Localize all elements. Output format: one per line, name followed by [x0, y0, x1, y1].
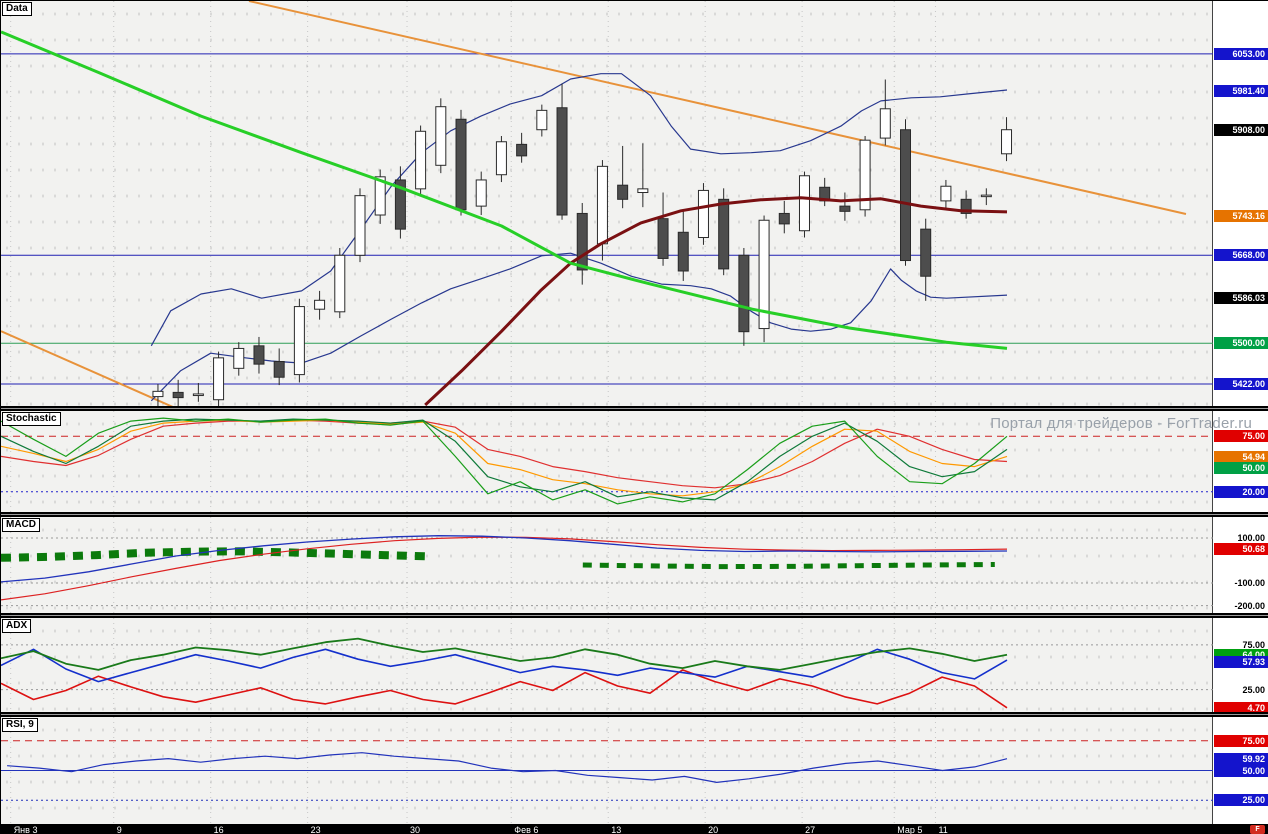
- macd-axis-tag: -200.00: [1234, 600, 1265, 611]
- date-label: Янв 3: [13, 825, 38, 834]
- date-label: Мар 5: [897, 825, 923, 834]
- date-label: 16: [213, 825, 224, 834]
- rsi-axis-tag: 75.00: [1214, 734, 1268, 747]
- stoch-green-line: [1, 417, 1008, 505]
- adx-green-line: [1, 637, 1008, 671]
- rsi-axis-tag: 25.00: [1214, 794, 1268, 807]
- date-label: 9: [116, 825, 122, 834]
- rsi-axis-tag: 59.92: [1214, 752, 1268, 765]
- stochastic-axis-tag: 50.00: [1214, 461, 1268, 474]
- panel-macd: MACD: [1, 517, 1213, 613]
- panel-label-adx: ADX: [2, 619, 32, 633]
- date-label: 11: [938, 825, 948, 834]
- main-axis-tag: 6053.00: [1214, 47, 1268, 60]
- rsi-line: [7, 752, 1008, 784]
- stochastic-axis-tag: 20.00: [1214, 485, 1268, 498]
- grid-lines: [10, 618, 936, 712]
- date-label: 27: [805, 825, 816, 834]
- macd-plot[interactable]: [1, 517, 1213, 613]
- adx-plus-di-blue-line: [1, 648, 1008, 683]
- macd-histogram-early: [1, 547, 432, 562]
- bollinger-upper-line: [150, 73, 1008, 347]
- panel-resize-separator[interactable]: [1, 712, 1268, 717]
- main-plot-svg: [1, 1, 1213, 406]
- stochastic-plot-svg: [1, 411, 1213, 512]
- adx-plot-svg: [1, 618, 1213, 712]
- bollinger-lower-line: [150, 252, 1008, 402]
- main-axis-tag: 5908.00: [1214, 123, 1268, 136]
- panel-resize-separator[interactable]: [1, 406, 1268, 411]
- macd-axis-tag: 100.00: [1237, 532, 1265, 543]
- panel-resize-separator[interactable]: [1, 613, 1268, 618]
- date-label: 20: [708, 825, 719, 834]
- date-label: 13: [611, 825, 622, 834]
- main-axis-tag: 5743.16: [1214, 209, 1268, 222]
- stoch-darkgreen-line: [1, 418, 1008, 501]
- date-label: Фев 6: [514, 825, 539, 834]
- macd-signal-red-line: [1, 536, 1008, 601]
- grid-lines: [10, 517, 936, 613]
- fortrader-logo-icon: F: [1250, 825, 1265, 834]
- adx-axis-tag: 57.93: [1214, 655, 1268, 668]
- stochastic-axis-tag: 54.94: [1214, 450, 1268, 463]
- stochastic-axis-tag: 75.00: [1214, 430, 1268, 443]
- date-axis: F Янв 3 9 16 23 30 Фев 6 13 20 27 Мар 5 11: [1, 824, 1268, 834]
- panel-main: Data: [1, 1, 1213, 406]
- trendline: [248, 1, 1187, 215]
- rsi-plot-svg: [1, 717, 1213, 824]
- watermark: Портал для трейдеров - ForTrader.ru: [990, 415, 1252, 432]
- macd-plot-svg: [1, 517, 1213, 613]
- trendline: [1, 330, 174, 406]
- adx-axis-tag: 75.00: [1242, 639, 1265, 650]
- ma-green-line: [1, 30, 1008, 350]
- candlestick-series: [152, 79, 1013, 406]
- stoch-orange-line: [1, 419, 1008, 497]
- panel-label-macd: MACD: [2, 518, 40, 532]
- macd-axis-tag: -100.00: [1234, 578, 1265, 589]
- right-gutter[interactable]: 6053.00 5981.40 5908.00 5743.16 5668.00 5586.…: [1213, 1, 1268, 824]
- adx-plot[interactable]: [1, 618, 1213, 712]
- stoch-red-line: [1, 419, 1008, 489]
- panel-adx: ADX: [1, 618, 1213, 712]
- adx-minus-di-red-line: [1, 669, 1008, 709]
- date-label: 30: [410, 825, 421, 834]
- panel-label-stochastic: Stochastic: [2, 412, 61, 426]
- macd-axis-tag: 50.68: [1214, 543, 1268, 556]
- main-price-plot[interactable]: [1, 1, 1213, 406]
- rsi-axis-tag: 50.00: [1214, 764, 1268, 777]
- adx-axis-tag: 4.70: [1214, 701, 1268, 714]
- main-axis-tag: 5981.40: [1214, 85, 1268, 98]
- macd-histogram-late: [582, 562, 995, 570]
- macd-blue-line: [1, 535, 1008, 583]
- panel-rsi: RSI, 9: [1, 717, 1213, 824]
- stochastic-plot[interactable]: [1, 411, 1213, 512]
- panel-stochastic: Stochastic: [1, 411, 1213, 512]
- main-axis-tag: 5500.00: [1214, 337, 1268, 350]
- grid-lines: [10, 1, 936, 406]
- panel-resize-separator[interactable]: [1, 512, 1268, 517]
- main-axis-tag: 5586.03: [1214, 292, 1268, 305]
- rsi-plot[interactable]: [1, 717, 1213, 824]
- adx-axis-tag: 25.00: [1242, 684, 1265, 695]
- date-label: 23: [310, 825, 321, 834]
- ma-slow-maroon-line: [424, 196, 1008, 406]
- main-axis-tag: 5668.00: [1214, 249, 1268, 262]
- main-axis-tag: 5422.00: [1214, 378, 1268, 391]
- panel-label-data: Data: [2, 2, 32, 16]
- panel-label-rsi: RSI, 9: [2, 718, 38, 732]
